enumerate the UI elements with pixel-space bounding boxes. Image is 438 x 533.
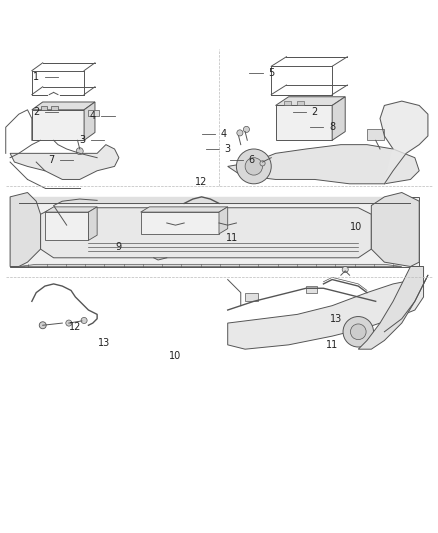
Text: 5: 5: [268, 68, 274, 78]
Text: 12: 12: [69, 322, 81, 333]
Text: 1: 1: [33, 72, 39, 82]
Polygon shape: [141, 212, 219, 234]
Polygon shape: [332, 97, 345, 140]
Polygon shape: [141, 207, 228, 212]
Text: 10: 10: [350, 222, 362, 232]
Polygon shape: [41, 208, 371, 258]
Bar: [51, 107, 58, 110]
Polygon shape: [84, 102, 95, 140]
Circle shape: [260, 161, 265, 166]
Bar: [41, 107, 47, 110]
Circle shape: [81, 318, 87, 324]
Circle shape: [66, 320, 72, 326]
Polygon shape: [276, 106, 332, 140]
Circle shape: [244, 126, 250, 133]
Circle shape: [39, 322, 46, 329]
Polygon shape: [371, 192, 419, 266]
Text: 2: 2: [311, 107, 318, 117]
Text: 11: 11: [226, 233, 238, 243]
Polygon shape: [228, 144, 419, 184]
Text: 3: 3: [79, 135, 85, 146]
Bar: [245, 294, 258, 301]
Polygon shape: [19, 264, 402, 266]
Polygon shape: [380, 101, 428, 184]
Polygon shape: [228, 279, 424, 349]
Text: 4: 4: [220, 129, 226, 139]
Circle shape: [237, 130, 243, 136]
Polygon shape: [10, 144, 119, 180]
Circle shape: [342, 266, 348, 272]
Text: 13: 13: [330, 314, 343, 324]
Circle shape: [237, 149, 271, 184]
Text: 9: 9: [116, 242, 122, 252]
Text: 12: 12: [195, 176, 208, 187]
Text: 10: 10: [170, 351, 182, 361]
Bar: [284, 101, 291, 106]
Bar: [297, 101, 304, 106]
Polygon shape: [32, 102, 95, 110]
Text: 2: 2: [33, 107, 39, 117]
Circle shape: [350, 324, 366, 340]
Bar: [306, 286, 317, 293]
Text: 7: 7: [48, 155, 55, 165]
Polygon shape: [10, 192, 41, 266]
Polygon shape: [219, 207, 228, 234]
Text: 8: 8: [329, 122, 335, 132]
Polygon shape: [32, 110, 84, 140]
Text: 13: 13: [98, 338, 110, 348]
Polygon shape: [276, 97, 345, 106]
Text: 6: 6: [249, 155, 255, 165]
Text: 11: 11: [326, 340, 338, 350]
Polygon shape: [45, 207, 97, 212]
Circle shape: [245, 158, 262, 175]
Bar: [367, 130, 385, 140]
Polygon shape: [45, 212, 88, 240]
Polygon shape: [358, 266, 424, 349]
Polygon shape: [88, 207, 97, 240]
Circle shape: [343, 317, 374, 347]
Polygon shape: [19, 197, 410, 204]
Text: 3: 3: [225, 144, 231, 154]
Bar: [88, 110, 99, 116]
Circle shape: [76, 148, 83, 155]
Text: 4: 4: [90, 111, 96, 122]
Polygon shape: [10, 197, 419, 266]
